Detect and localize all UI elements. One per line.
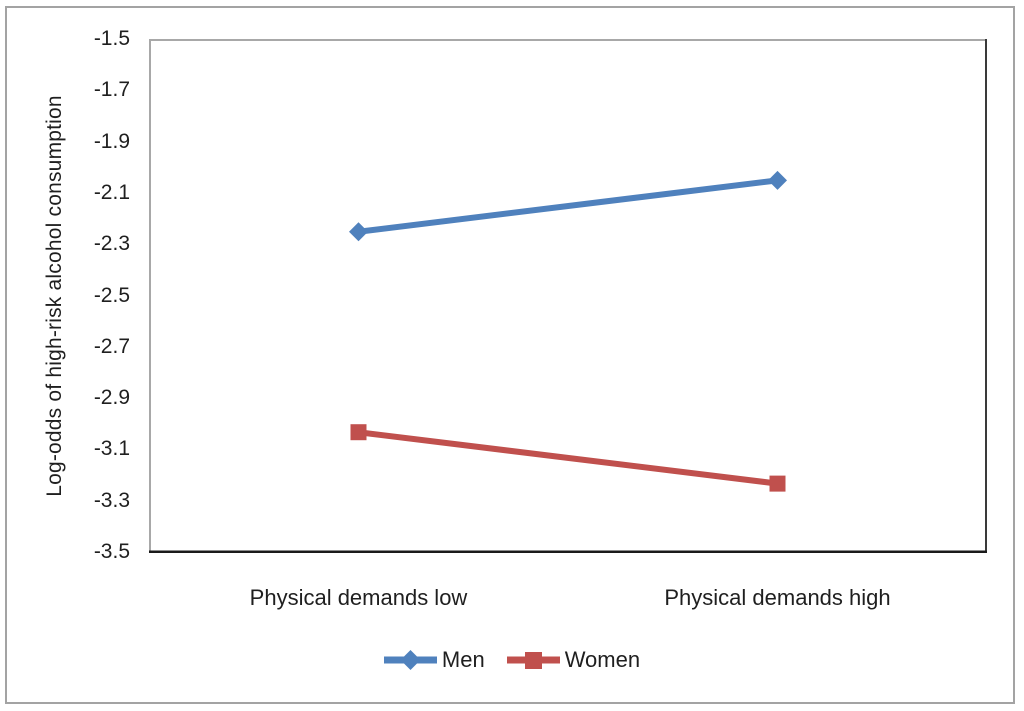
legend-square-marker-icon bbox=[506, 652, 560, 669]
marker-square-women-1 bbox=[769, 475, 786, 492]
legend-item-men: Men bbox=[383, 646, 485, 674]
x-category-label: Physical demands high bbox=[664, 585, 891, 610]
y-tick-label: -2.3 bbox=[93, 232, 130, 256]
y-tick-label: -2.9 bbox=[93, 386, 130, 410]
legend-item-women: Women bbox=[506, 646, 641, 674]
legend-label: Men bbox=[441, 647, 485, 672]
y-tick-label: -1.5 bbox=[93, 27, 130, 50]
y-tick-label: -3.5 bbox=[93, 540, 130, 563]
legend-label: Women bbox=[564, 647, 641, 672]
x-category-label: Physical demands low bbox=[249, 585, 468, 610]
legend: Men Women bbox=[0, 646, 1024, 674]
y-tick-label: -2.5 bbox=[93, 283, 130, 307]
marker-square-women-0 bbox=[350, 424, 367, 441]
legend-diamond-marker-icon bbox=[383, 650, 437, 670]
chart-outer-border bbox=[5, 6, 1015, 704]
y-tick-label: -2.7 bbox=[93, 334, 130, 358]
y-tick-label: -2.1 bbox=[93, 180, 130, 204]
marker-diamond-men-0 bbox=[349, 222, 368, 242]
marker-diamond-men-1 bbox=[768, 170, 787, 190]
y-tick-label: -3.3 bbox=[93, 488, 130, 512]
plot-area bbox=[149, 39, 987, 553]
y-tick-label: -1.7 bbox=[93, 78, 130, 102]
series-line-women bbox=[358, 429, 778, 487]
y-tick-label: -1.9 bbox=[93, 129, 130, 153]
series-line-men bbox=[358, 177, 778, 235]
y-tick-label: -3.1 bbox=[93, 437, 130, 461]
